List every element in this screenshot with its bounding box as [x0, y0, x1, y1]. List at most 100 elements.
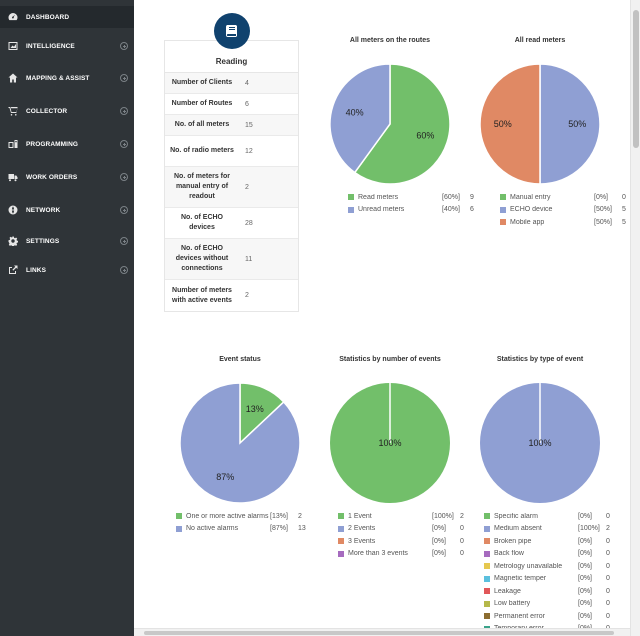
legend-item[interactable]: 2 Events [0%] 0: [338, 523, 472, 536]
legend-swatch: [500, 206, 506, 213]
legend-percent: [0%]: [578, 575, 593, 583]
legend-swatch: [338, 525, 344, 532]
sidebar-item-network[interactable]: NETWORK: [0, 199, 134, 221]
legend-item[interactable]: One or more active alarms [13%] 2: [176, 510, 310, 523]
sidebar-item-label: NETWORK: [26, 206, 61, 214]
legend-item[interactable]: 3 Events [0%] 0: [338, 535, 472, 548]
sidebar-item-work-orders[interactable]: WORK ORDERS: [0, 166, 134, 188]
sidebar-item-programming[interactable]: PROGRAMMING: [0, 133, 134, 155]
legend-swatch: [348, 206, 354, 213]
programming-device-icon: [8, 139, 18, 149]
legend-swatch: [484, 550, 490, 557]
external-link-icon: [8, 265, 18, 275]
legend-item[interactable]: Back flow [0%] 0: [484, 548, 618, 561]
legend-percent: [100%]: [578, 525, 600, 533]
pie-slice[interactable]: [179, 382, 301, 504]
pie-slice-label: 50%: [568, 119, 586, 129]
legend-count: 5: [622, 218, 626, 226]
expand-plus-icon[interactable]: [120, 107, 128, 115]
expand-plus-icon[interactable]: [120, 140, 128, 148]
work-orders-truck-icon: [8, 172, 18, 182]
legend-percent: [40%]: [442, 206, 460, 214]
horizontal-scrollbar-thumb[interactable]: [144, 631, 614, 635]
sidebar-item-label: MAPPING & ASSIST: [26, 74, 90, 82]
legend-item[interactable]: Manual entry [0%] 0: [500, 191, 634, 204]
legend-item[interactable]: Medium absent [100%] 2: [484, 523, 618, 536]
network-globe-icon: [8, 205, 18, 215]
sidebar: DASHBOARD INTELLIGENCE MAPPING & ASSIST …: [0, 0, 134, 636]
legend-item[interactable]: Mobile app [50%] 5: [500, 216, 634, 229]
book-icon: [225, 25, 237, 37]
legend-label: Metrology unavailable: [494, 562, 563, 570]
expand-plus-icon[interactable]: [120, 237, 128, 245]
legend-count: 6: [470, 206, 474, 214]
vertical-scrollbar[interactable]: [630, 0, 640, 636]
legend-item[interactable]: Permanent error [0%] 0: [484, 610, 618, 623]
legend-percent: [50%]: [594, 206, 612, 214]
legend-count: 0: [606, 562, 610, 570]
legend-label: Mobile app: [510, 218, 545, 226]
legend-item[interactable]: Broken pipe [0%] 0: [484, 535, 618, 548]
sidebar-item-dashboard[interactable]: DASHBOARD: [0, 6, 134, 28]
chart-title: Statistics by type of event: [496, 356, 584, 363]
pie-slice[interactable]: [479, 63, 541, 185]
sidebar-item-mapping-assist[interactable]: MAPPING & ASSIST: [0, 67, 134, 89]
legend-item[interactable]: Low battery [0%] 0: [484, 598, 618, 611]
expand-plus-icon[interactable]: [120, 42, 128, 50]
reading-row-label: Number of Clients: [171, 79, 233, 86]
legend-count: 0: [460, 550, 464, 558]
pie-slice[interactable]: [329, 63, 391, 174]
legend-count: 0: [606, 512, 610, 520]
legend-percent: [100%]: [432, 512, 454, 520]
reading-row-label: No. of radio meters: [170, 147, 234, 154]
reading-row-label: No. of meters for manual entry of readou…: [173, 173, 230, 200]
pie-slice[interactable]: [539, 63, 601, 185]
legend-percent: [60%]: [442, 193, 460, 201]
legend-percent: [0%]: [578, 612, 593, 620]
legend-percent: [0%]: [578, 562, 593, 570]
sidebar-item-intelligence[interactable]: INTELLIGENCE: [0, 35, 134, 57]
legend-swatch: [484, 600, 490, 607]
legend-item[interactable]: Specific alarm [0%] 0: [484, 510, 618, 523]
legend-item[interactable]: Read meters [60%] 9: [348, 191, 482, 204]
sidebar-item-settings[interactable]: SETTINGS: [0, 230, 134, 252]
chart-legend: Specific alarm [0%] 0 Medium absent [100%] 2 B…: [484, 510, 618, 635]
legend-item[interactable]: Metrology unavailable [0%] 0: [484, 560, 618, 573]
legend-label: 2 Events: [348, 525, 376, 533]
expand-plus-icon[interactable]: [120, 173, 128, 181]
legend-label: ECHO device: [510, 206, 553, 214]
legend-count: 0: [460, 537, 464, 545]
legend-count: 9: [470, 193, 474, 201]
pie-slice[interactable]: [353, 63, 451, 185]
sidebar-item-links[interactable]: LINKS: [0, 259, 134, 281]
reading-row-label: No. of ECHO devices: [181, 214, 223, 231]
sidebar-item-label: PROGRAMMING: [26, 140, 79, 148]
chart-title: Event status: [219, 356, 261, 363]
reading-row-value: 12: [245, 147, 253, 155]
legend-item[interactable]: ECHO device [50%] 5: [500, 204, 634, 217]
sidebar-item-label: COLLECTOR: [26, 107, 68, 115]
legend-item[interactable]: No active alarms [87%] 13: [176, 523, 310, 536]
vertical-scrollbar-thumb[interactable]: [633, 10, 639, 148]
legend-swatch: [484, 538, 490, 545]
legend-percent: [0%]: [432, 537, 447, 545]
expand-plus-icon[interactable]: [120, 206, 128, 214]
chart-legend: Manual entry [0%] 0 ECHO device [50%] 5 Mobile…: [500, 191, 634, 229]
pie-slice-label: 100%: [378, 438, 401, 448]
reading-row-value: 15: [245, 121, 253, 129]
expand-plus-icon[interactable]: [120, 74, 128, 82]
sidebar-item-collector[interactable]: COLLECTOR: [0, 100, 134, 122]
horizontal-scrollbar[interactable]: [134, 628, 630, 636]
legend-item[interactable]: More than 3 events [0%] 0: [338, 548, 472, 561]
legend-swatch: [484, 513, 490, 520]
legend-swatch: [484, 588, 490, 595]
legend-item[interactable]: Leakage [0%] 0: [484, 585, 618, 598]
sidebar-item-label: DASHBOARD: [26, 13, 70, 21]
legend-item[interactable]: Magnetic temper [0%] 0: [484, 573, 618, 586]
legend-item[interactable]: Unread meters [40%] 6: [348, 204, 482, 217]
legend-label: Read meters: [358, 193, 399, 201]
legend-item[interactable]: 1 Event [100%] 2: [338, 510, 472, 523]
expand-plus-icon[interactable]: [120, 266, 128, 274]
legend-label: Broken pipe: [494, 537, 532, 545]
legend-percent: [0%]: [432, 525, 447, 533]
